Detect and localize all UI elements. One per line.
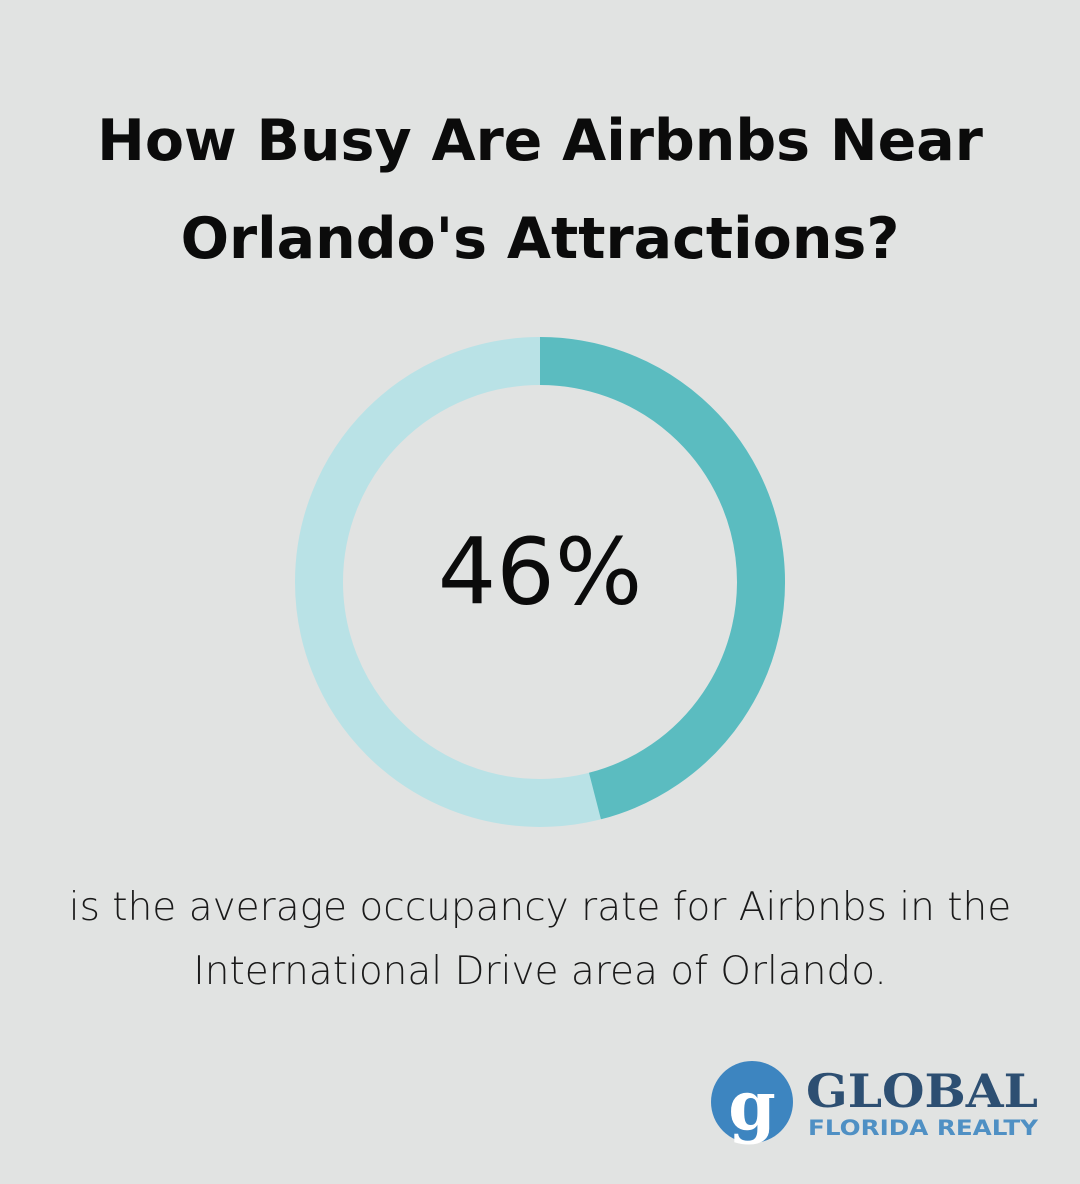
chart-title: How Busy Are Airbnbs Near Orlando's Attr… xyxy=(97,108,983,272)
logo-badge xyxy=(711,1061,793,1143)
caption: is the average occupancy rate for Airbnb… xyxy=(68,885,1012,994)
logo-letter: g xyxy=(728,1067,776,1147)
logo-name: GLOBAL xyxy=(806,1064,1038,1118)
donut-segment xyxy=(539,337,785,820)
value-label: 46% xyxy=(438,518,642,625)
logo-subtitle: FLORIDA REALTY xyxy=(808,1116,1039,1140)
